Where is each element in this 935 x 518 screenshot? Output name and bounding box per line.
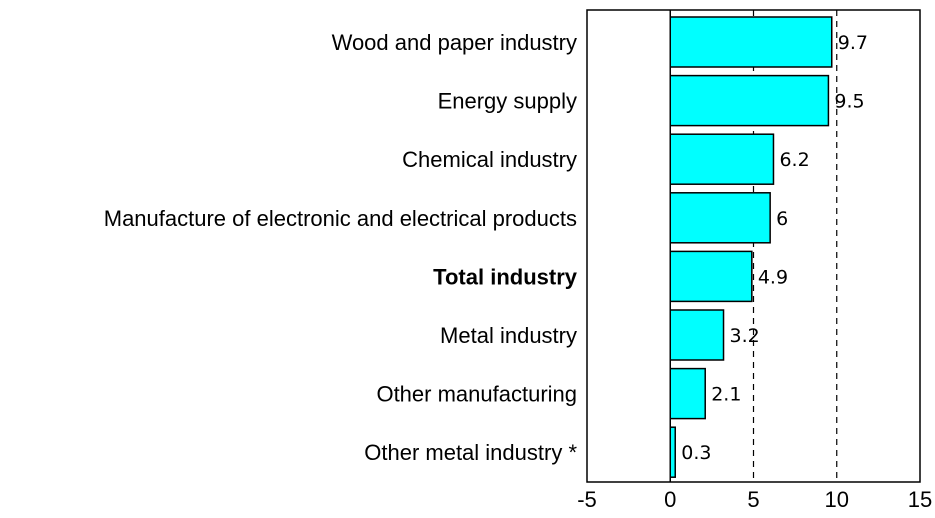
category-labels: Wood and paper industry Energy supply Chem… (104, 30, 578, 465)
value-labels: 9.7 9.5 6.2 6 4.9 3.2 2.1 0.3 (681, 32, 868, 464)
plot-frame (586, 9, 921, 483)
category-label-1: Energy supply (438, 89, 577, 114)
bars (669, 16, 833, 478)
bar-4 (669, 250, 753, 303)
x-tick-label-1: 0 (664, 487, 676, 512)
value-label-4: 4.9 (758, 266, 788, 288)
value-label-1: 9.5 (834, 91, 864, 113)
category-label-2: Chemical industry (402, 147, 577, 172)
bar-0 (669, 16, 833, 68)
value-label-3: 6 (776, 208, 788, 230)
x-tick-label-0: -5 (577, 487, 597, 512)
category-label-0: Wood and paper industry (332, 30, 577, 55)
x-tick-label-4: 15 (908, 487, 932, 512)
bar-5 (669, 309, 725, 361)
value-label-5: 3.2 (730, 325, 760, 347)
value-label-2: 6.2 (779, 149, 809, 171)
value-label-7: 0.3 (681, 442, 711, 464)
bar-1 (669, 74, 830, 127)
x-tick-label-3: 10 (825, 487, 849, 512)
bar-3 (669, 192, 771, 244)
category-label-7: Other metal industry * (364, 440, 577, 465)
category-label-6: Other manufacturing (376, 382, 577, 407)
bar-2 (669, 133, 775, 185)
value-label-0: 9.7 (838, 32, 868, 54)
category-label-5: Metal industry (440, 323, 577, 348)
x-tick-label-2: 5 (747, 487, 759, 512)
x-axis-ticks: -5 0 5 10 15 (577, 487, 932, 512)
category-label-4: Total industry (433, 264, 578, 289)
value-label-6: 2.1 (711, 384, 741, 406)
bar-6 (669, 367, 706, 420)
category-label-3: Manufacture of electronic and electrical… (104, 206, 577, 231)
